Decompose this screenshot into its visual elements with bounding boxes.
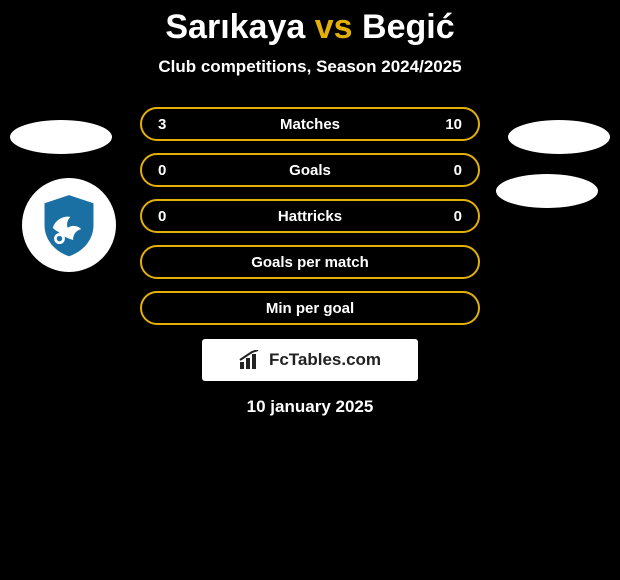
branding-text: FcTables.com (269, 350, 381, 370)
shield-icon (35, 191, 103, 259)
title-player2: Begić (362, 8, 455, 46)
title-vs: vs (315, 8, 353, 46)
stat-left-value: 3 (158, 116, 166, 133)
title-player1: Sarıkaya (165, 8, 305, 46)
stat-row-hattricks: 0 Hattricks 0 (140, 199, 480, 233)
date-text: 10 january 2025 (0, 397, 620, 417)
branding-badge: FcTables.com (202, 339, 418, 381)
stat-label: Goals (142, 162, 478, 179)
player1-badge-top (10, 120, 112, 154)
stat-row-goals-per-match: Goals per match (140, 245, 480, 279)
stat-label: Goals per match (142, 254, 478, 271)
stat-row-matches: 3 Matches 10 (140, 107, 480, 141)
stat-right-value: 0 (454, 208, 462, 225)
stat-row-goals: 0 Goals 0 (140, 153, 480, 187)
page-title: Sarıkaya vs Begić (0, 0, 620, 47)
subtitle: Club competitions, Season 2024/2025 (0, 57, 620, 77)
stat-label: Min per goal (142, 300, 478, 317)
player2-badge-mid (496, 174, 598, 208)
stats-container: 3 Matches 10 0 Goals 0 0 Hattricks 0 Goa… (140, 107, 480, 325)
stat-left-value: 0 (158, 162, 166, 179)
stat-label: Hattricks (142, 208, 478, 225)
stat-label: Matches (142, 116, 478, 133)
stat-row-min-per-goal: Min per goal (140, 291, 480, 325)
bar-chart-icon (239, 350, 263, 370)
stat-right-value: 10 (445, 116, 462, 133)
club-logo-erzurumspor (22, 178, 116, 272)
stat-right-value: 0 (454, 162, 462, 179)
player2-badge-top (508, 120, 610, 154)
stat-left-value: 0 (158, 208, 166, 225)
